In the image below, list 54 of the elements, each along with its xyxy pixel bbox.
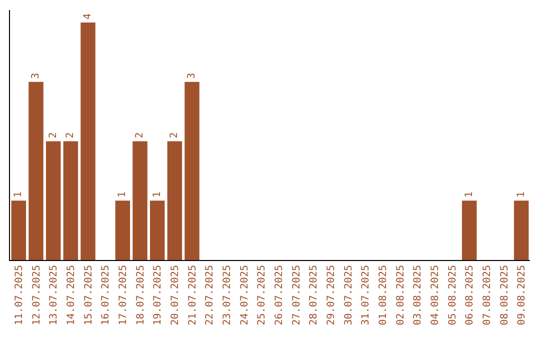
- x-tick-label: 12.07.2025: [31, 265, 42, 326]
- bar: [28, 82, 44, 260]
- bar: [11, 200, 26, 260]
- data-label: 2: [169, 132, 180, 138]
- x-tick-label: 14.07.2025: [66, 265, 77, 326]
- x-tick-label: 18.07.2025: [135, 265, 146, 326]
- x-tick-label: 20.07.2025: [170, 265, 181, 326]
- data-label: 1: [152, 192, 163, 198]
- x-tick-label: 17.07.2025: [118, 265, 129, 326]
- x-tick-label: 13.07.2025: [48, 265, 60, 326]
- x-tick-label: 24.07.2025: [239, 265, 250, 326]
- bar: [167, 141, 182, 260]
- data-label: 2: [65, 132, 76, 138]
- x-tick-label: 22.07.2025: [204, 265, 216, 326]
- data-label: 1: [117, 192, 128, 198]
- x-tick-label: 15.07.2025: [83, 265, 94, 326]
- x-tick-label: 26.07.2025: [274, 265, 285, 326]
- x-tick-label: 28.07.2025: [308, 265, 320, 326]
- x-tick-label: 27.07.2025: [291, 265, 302, 326]
- x-tick-label: 31.07.2025: [360, 265, 372, 326]
- data-label: 4: [82, 13, 94, 20]
- data-label: 1: [464, 192, 475, 198]
- data-label: 2: [48, 132, 59, 138]
- bar: [80, 22, 96, 260]
- bar: [150, 200, 165, 260]
- x-tick-label: 07.08.2025: [482, 265, 493, 326]
- x-tick-label: 08.08.2025: [499, 265, 510, 326]
- data-label: 3: [30, 72, 42, 79]
- x-tick-label: 19.07.2025: [152, 265, 164, 326]
- data-label: 1: [13, 192, 24, 198]
- data-label: 3: [186, 72, 198, 79]
- x-tick-label: 05.08.2025: [447, 265, 458, 326]
- bar: [514, 200, 529, 260]
- x-tick-label: 01.08.2025: [378, 265, 389, 326]
- bar: [115, 200, 130, 260]
- x-tick-label: 30.07.2025: [343, 265, 354, 326]
- data-label: 1: [516, 192, 527, 198]
- x-tick-label: 02.08.2025: [395, 265, 406, 326]
- bar: [462, 200, 477, 260]
- x-tick-label: 29.07.2025: [326, 265, 337, 326]
- x-tick-label: 04.08.2025: [430, 265, 441, 326]
- x-tick-label: 16.07.2025: [100, 265, 112, 326]
- x-tick-label: 03.08.2025: [412, 265, 424, 326]
- x-tick-label: 23.07.2025: [222, 265, 233, 326]
- data-label: 2: [134, 132, 146, 138]
- x-tick-label: 11.07.2025: [14, 265, 25, 326]
- bar: [46, 141, 61, 260]
- bar: [63, 141, 78, 260]
- x-tick-label: 21.07.2025: [187, 265, 198, 326]
- x-tick-label: 09.08.2025: [516, 265, 528, 326]
- bar: [184, 82, 200, 260]
- x-tick-label: 06.08.2025: [464, 265, 476, 326]
- x-tick-label: 25.07.2025: [256, 265, 268, 326]
- bar: [132, 141, 148, 260]
